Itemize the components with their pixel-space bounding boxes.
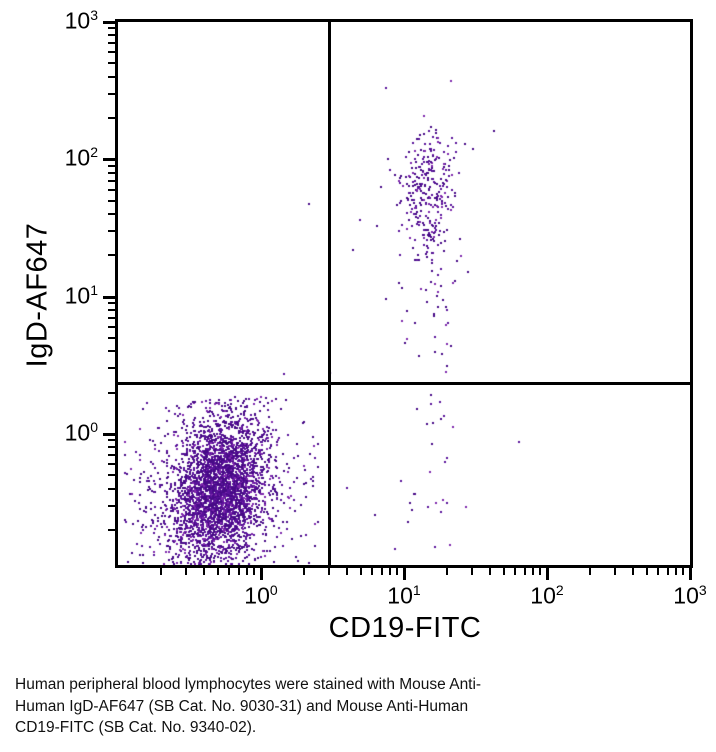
y-tick-label-10e3: 103	[64, 6, 98, 34]
y-minor-tick	[108, 505, 115, 507]
y-minor-tick	[108, 230, 115, 232]
y-major-tick	[103, 433, 115, 436]
x-minor-tick	[396, 568, 398, 575]
y-minor-tick	[108, 488, 115, 490]
y-minor-tick	[108, 27, 115, 29]
x-tick-label-10e2: 102	[530, 582, 564, 609]
figure-caption: Human peripheral blood lymphocytes were …	[15, 676, 482, 736]
plot-area	[115, 19, 693, 568]
y-minor-tick	[108, 172, 115, 174]
x-minor-tick	[303, 568, 305, 575]
x-minor-tick	[614, 568, 616, 575]
x-minor-tick	[514, 568, 516, 575]
x-minor-tick	[667, 568, 669, 575]
x-minor-tick	[682, 568, 684, 575]
quadrant-gate-vertical-line	[327, 22, 331, 565]
x-tick-label-10e1: 101	[387, 582, 421, 609]
x-minor-tick	[589, 568, 591, 575]
y-minor-tick	[108, 213, 115, 215]
y-minor-tick	[108, 474, 115, 476]
y-major-tick	[103, 21, 115, 24]
y-minor-tick	[108, 309, 115, 311]
x-axis-title: CD19-FITC	[328, 612, 482, 644]
y-major-tick	[103, 296, 115, 299]
x-minor-tick	[646, 568, 648, 575]
x-minor-tick	[160, 568, 162, 575]
x-tick-label-10e3: 103	[673, 582, 707, 609]
x-minor-tick	[675, 568, 677, 575]
x-minor-tick	[346, 568, 348, 575]
x-major-tick	[403, 568, 406, 580]
x-minor-tick	[238, 568, 240, 575]
x-minor-tick	[532, 568, 534, 575]
y-minor-tick	[108, 200, 115, 202]
x-minor-tick	[446, 568, 448, 575]
y-tick-label-10e0: 100	[64, 418, 98, 446]
y-minor-tick	[108, 51, 115, 53]
y-minor-tick	[108, 302, 115, 304]
y-minor-tick	[108, 529, 115, 531]
x-minor-tick	[471, 568, 473, 575]
y-minor-tick	[108, 254, 115, 256]
y-minor-tick	[108, 62, 115, 64]
x-minor-tick	[503, 568, 505, 575]
y-minor-tick	[108, 367, 115, 369]
y-minor-tick	[108, 317, 115, 319]
x-minor-tick	[203, 568, 205, 575]
y-minor-tick	[108, 350, 115, 352]
x-minor-tick	[185, 568, 187, 575]
x-minor-tick	[371, 568, 373, 575]
y-minor-tick	[108, 180, 115, 182]
y-minor-tick	[108, 117, 115, 119]
y-minor-tick	[108, 34, 115, 36]
x-minor-tick	[328, 568, 330, 575]
x-minor-tick	[524, 568, 526, 575]
x-tick-label-10e0: 100	[244, 582, 278, 609]
y-minor-tick	[108, 326, 115, 328]
x-minor-tick	[389, 568, 391, 575]
y-minor-tick	[108, 189, 115, 191]
y-minor-tick	[108, 76, 115, 78]
y-major-tick	[103, 158, 115, 161]
y-minor-tick	[108, 446, 115, 448]
x-minor-tick	[253, 568, 255, 575]
x-major-tick	[546, 568, 549, 580]
y-tick-label-10e2: 102	[64, 143, 98, 171]
x-minor-tick	[217, 568, 219, 575]
x-minor-tick	[228, 568, 230, 575]
y-minor-tick	[108, 93, 115, 95]
x-minor-tick	[657, 568, 659, 575]
y-minor-tick	[108, 463, 115, 465]
scatter-dots-canvas	[118, 22, 690, 565]
x-minor-tick	[539, 568, 541, 575]
x-minor-tick	[489, 568, 491, 575]
x-major-tick	[689, 568, 692, 580]
y-minor-tick	[108, 454, 115, 456]
x-minor-tick	[632, 568, 634, 575]
y-minor-tick	[108, 439, 115, 441]
y-minor-tick	[108, 165, 115, 167]
y-tick-label-10e1: 101	[64, 281, 98, 309]
y-minor-tick	[108, 42, 115, 44]
x-minor-tick	[381, 568, 383, 575]
x-major-tick	[260, 568, 263, 580]
quadrant-gate-horizontal-line	[118, 381, 690, 385]
x-minor-tick	[360, 568, 362, 575]
x-minor-tick	[246, 568, 248, 575]
y-minor-tick	[108, 392, 115, 394]
y-minor-tick	[108, 337, 115, 339]
